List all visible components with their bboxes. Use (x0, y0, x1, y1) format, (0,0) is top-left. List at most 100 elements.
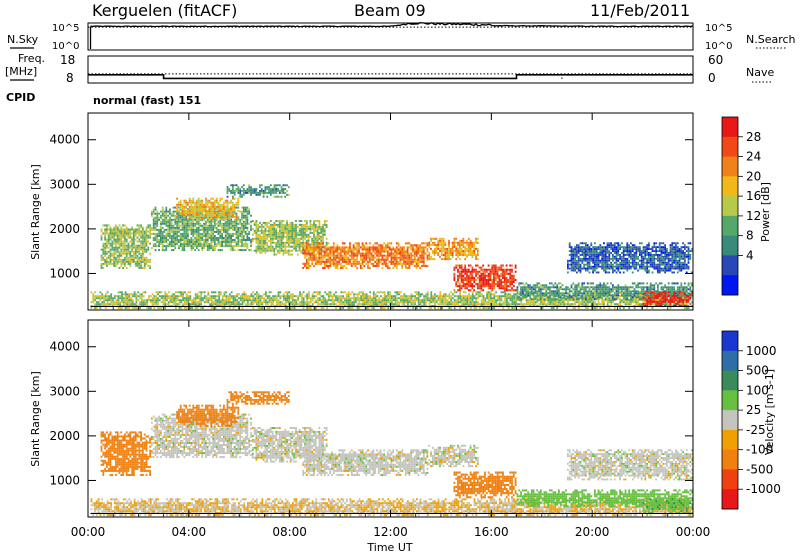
power-cell (421, 256, 423, 259)
power-cell (102, 246, 105, 249)
power-cell (311, 299, 314, 302)
power-cell (237, 206, 240, 209)
power-cell (187, 243, 189, 246)
power-cell (223, 211, 225, 214)
power-cell (164, 295, 167, 298)
power-cell (529, 301, 532, 304)
power-cell (477, 303, 479, 306)
power-cell (196, 237, 198, 239)
power-cell (304, 252, 306, 255)
power-cell (484, 301, 487, 304)
power-cell (317, 293, 319, 296)
power-cell (152, 212, 155, 215)
power-cell (241, 295, 244, 298)
power-cell (372, 246, 375, 249)
power-cell (160, 301, 163, 304)
power-cell (466, 297, 469, 300)
power-cell (363, 256, 366, 259)
power-cell (396, 301, 399, 304)
power-cell (239, 220, 242, 223)
power-cell (122, 234, 124, 237)
power-cell (331, 250, 333, 253)
power-cell (300, 293, 303, 296)
power-cell (124, 238, 126, 241)
power-cell (181, 220, 184, 223)
power-cell (140, 252, 142, 255)
power-cell (311, 243, 314, 246)
power-cell (210, 235, 213, 237)
power-cell (232, 203, 234, 206)
power-cell (110, 299, 113, 302)
power-cell (151, 210, 153, 213)
power-cell (295, 229, 297, 232)
power-cell (304, 254, 306, 257)
power-cell (417, 293, 420, 296)
power-cell (212, 224, 214, 227)
power-cell (442, 237, 445, 240)
power-cell (331, 248, 333, 251)
power-cell (122, 260, 124, 263)
power-cell (383, 303, 386, 306)
power-cell (235, 217, 238, 220)
power-cell (262, 249, 265, 252)
power-cell (565, 303, 568, 306)
power-cell (158, 307, 161, 310)
power-cell (190, 199, 193, 202)
power-cell (318, 227, 321, 230)
power-cell (317, 291, 319, 294)
power-cell (140, 293, 143, 296)
power-cell (426, 256, 429, 259)
power-cell (437, 241, 440, 244)
power-cell (361, 256, 364, 259)
power-cell (525, 303, 528, 306)
power-cell (169, 237, 171, 239)
power-cell (406, 260, 409, 263)
power-cell (311, 227, 314, 230)
power-cell (585, 301, 587, 304)
power-cell (149, 230, 151, 233)
power-cell (302, 299, 305, 302)
power-cell (334, 262, 337, 265)
power-cell (444, 243, 447, 246)
power-cell (360, 295, 363, 298)
power-cell (145, 228, 148, 231)
power-cell (190, 243, 193, 246)
power-cell (107, 238, 110, 241)
power-cell (190, 237, 193, 239)
power-cell (318, 254, 321, 257)
power-cell (200, 303, 202, 306)
power-cell (239, 218, 242, 221)
power-cell (444, 301, 447, 304)
power-cell (235, 243, 238, 246)
power-cell (109, 252, 112, 255)
power-cell (450, 299, 452, 302)
power-cell (399, 295, 402, 298)
power-cell (394, 299, 397, 302)
power-cell (226, 199, 229, 202)
power-cell (287, 235, 290, 238)
power-cell (462, 299, 465, 302)
power-cell (257, 223, 260, 226)
power-cell (383, 246, 386, 249)
power-cell (314, 237, 317, 240)
power-cell (237, 228, 240, 231)
frequency-line (88, 74, 693, 80)
power-cell (180, 301, 183, 304)
power-cell (161, 232, 164, 235)
power-cell (244, 232, 247, 235)
power-cell (233, 207, 236, 210)
power-cell (341, 254, 344, 257)
power-cell (403, 303, 406, 306)
power-cell (359, 252, 362, 255)
power-cell (133, 252, 135, 255)
power-cell (323, 231, 326, 234)
power-cell (239, 303, 242, 306)
power-cell (394, 260, 396, 263)
power-cell (574, 297, 577, 300)
power-cell (187, 213, 189, 216)
power-cell (179, 214, 182, 217)
power-cell (210, 237, 213, 239)
power-cell (365, 303, 368, 306)
power-cell (146, 307, 149, 310)
power-cell (163, 237, 166, 239)
